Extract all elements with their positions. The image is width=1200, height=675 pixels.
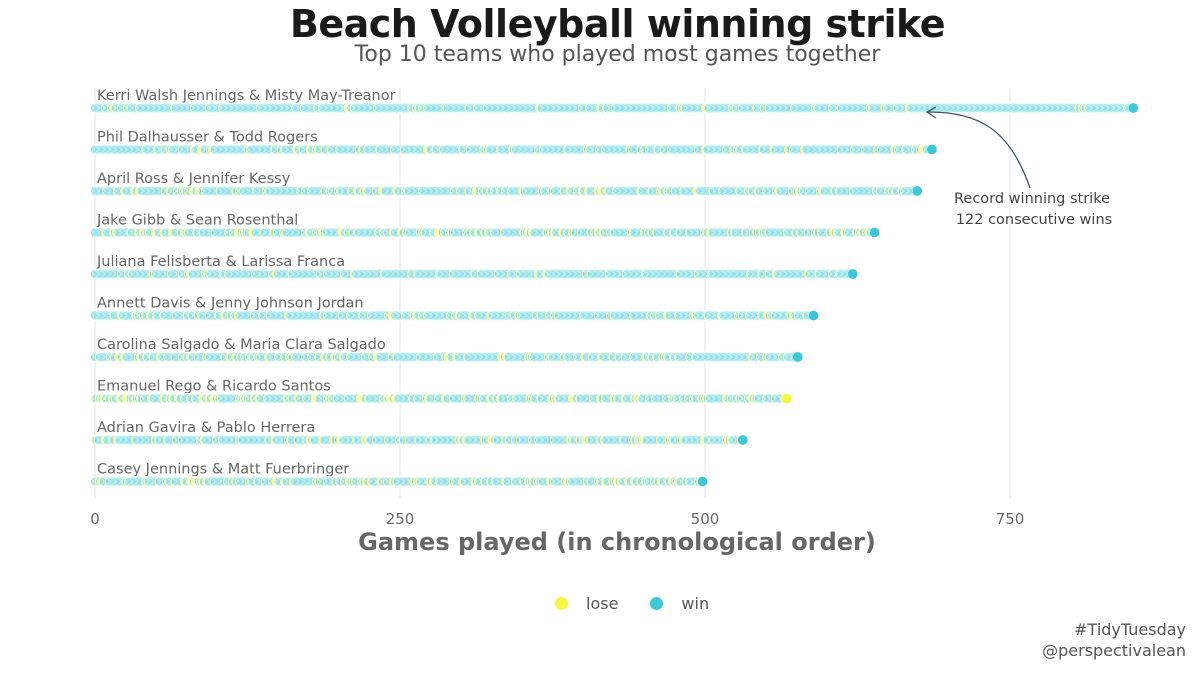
team-6-games (90, 309, 820, 321)
team-2-label: Phil Dalhausser & Todd Rogers (97, 130, 318, 146)
team-2-games (90, 144, 938, 156)
x-tick-label-500: 500 (691, 510, 720, 528)
team-3-label: April Ross & Jennifer Kessy (97, 171, 291, 187)
team-3-game-674-win (911, 185, 923, 197)
x-tick-label-750: 750 (996, 510, 1025, 528)
team-6-label: Annett Davis & Jenny Johnson Jordan (97, 296, 364, 312)
chart-subtitle: Top 10 teams who played most games toget… (354, 42, 881, 67)
team-5-games (90, 268, 859, 280)
team-4-label: Jake Gibb & Sean Rosenthal (96, 213, 298, 229)
team-8-label: Emanuel Rego & Ricardo Santos (97, 379, 331, 395)
team-1-games (90, 102, 1139, 114)
team-5-game-621-win (847, 268, 859, 280)
team-7-game-576-win (792, 351, 804, 363)
team-6-game-589-win (808, 309, 820, 321)
chart-title: Beach Volleyball winning strike (289, 2, 946, 46)
team-4-games (90, 227, 881, 239)
x-tick-label-0: 0 (90, 510, 100, 528)
team-1-game-851-win (1127, 102, 1139, 114)
x-axis-title: Games played (in chronological order) (358, 528, 876, 556)
team-3-games (90, 185, 923, 197)
team-1-label: Kerri Walsh Jennings & Misty May-Treanor (97, 88, 396, 104)
team-8-games (90, 392, 793, 404)
team-7-label: Carolina Salgado & Maria Clara Salgado (97, 337, 386, 353)
team-7-games (90, 351, 804, 363)
team-5-label: Juliana Felisberta & Larissa Franca (96, 254, 345, 270)
team-4-game-639-win (869, 227, 881, 239)
team-2-game-686-win (926, 144, 938, 156)
x-tick-label-250: 250 (386, 510, 415, 528)
